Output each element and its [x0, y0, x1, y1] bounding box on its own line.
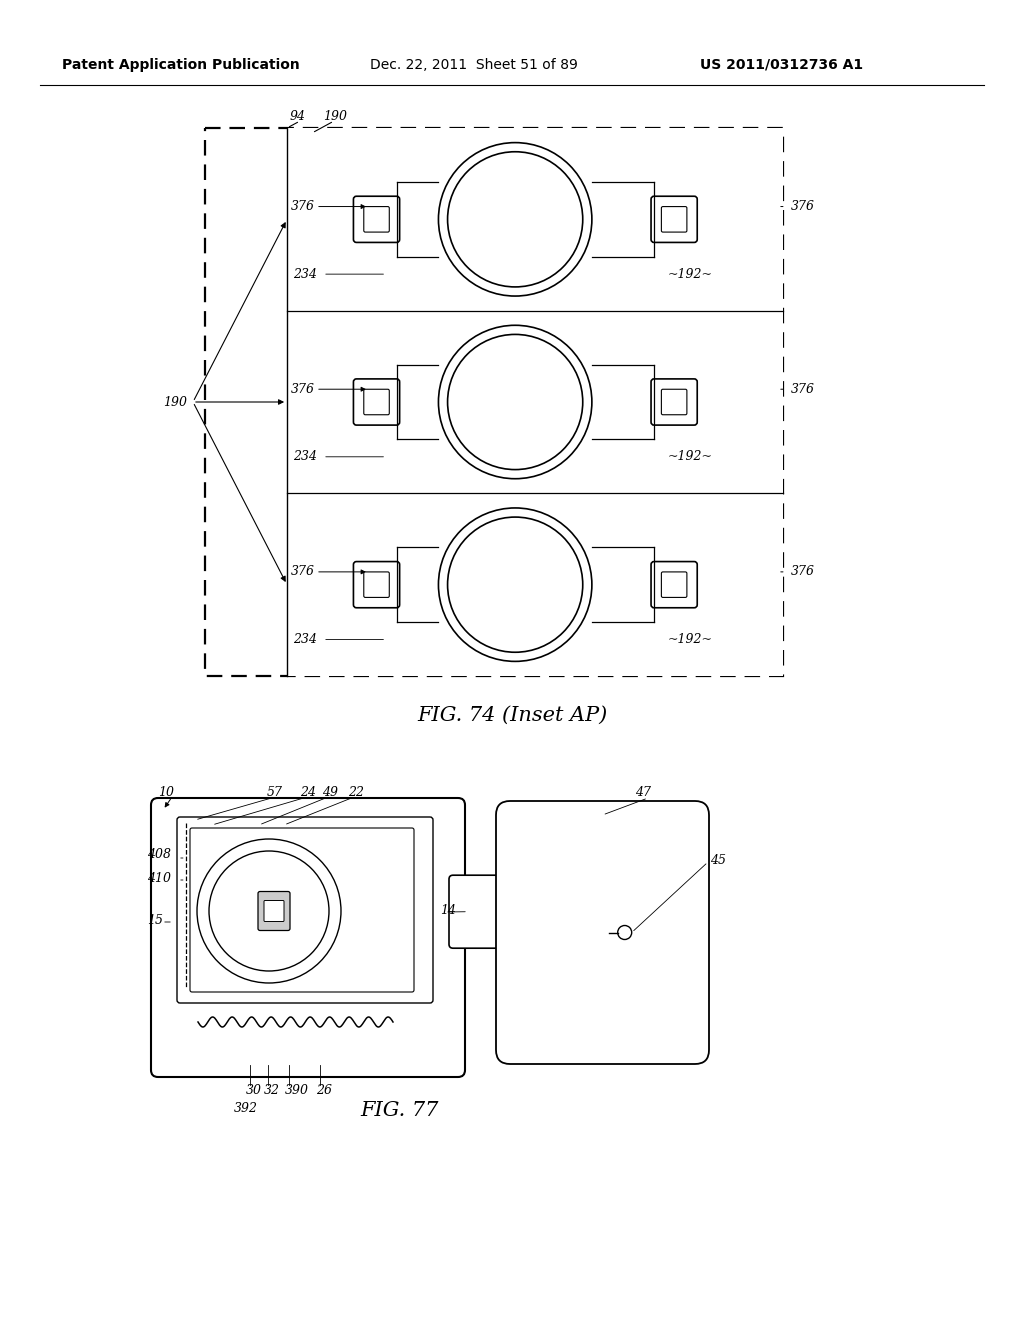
FancyBboxPatch shape: [364, 572, 389, 598]
FancyBboxPatch shape: [258, 891, 290, 931]
FancyBboxPatch shape: [662, 572, 687, 598]
Bar: [287, 310, 783, 494]
Text: Dec. 22, 2011  Sheet 51 of 89: Dec. 22, 2011 Sheet 51 of 89: [370, 58, 578, 73]
Circle shape: [438, 325, 592, 479]
Text: ~193~: ~193~: [493, 396, 538, 408]
Circle shape: [438, 143, 592, 296]
Bar: [205, 128, 783, 676]
Text: 22: 22: [348, 785, 364, 799]
FancyBboxPatch shape: [651, 197, 697, 243]
FancyBboxPatch shape: [364, 389, 389, 414]
Text: 32: 32: [264, 1084, 280, 1097]
FancyBboxPatch shape: [353, 561, 399, 607]
Text: 376: 376: [791, 383, 815, 396]
Text: 390: 390: [285, 1084, 309, 1097]
Text: Patent Application Publication: Patent Application Publication: [62, 58, 300, 73]
FancyBboxPatch shape: [662, 207, 687, 232]
Text: 376: 376: [291, 201, 315, 213]
Text: 376: 376: [291, 565, 315, 578]
FancyBboxPatch shape: [177, 817, 433, 1003]
Circle shape: [197, 840, 341, 983]
FancyBboxPatch shape: [151, 799, 465, 1077]
Text: 14: 14: [440, 903, 456, 916]
Text: 410: 410: [147, 871, 171, 884]
Circle shape: [447, 517, 583, 652]
Text: ~193~: ~193~: [493, 213, 538, 226]
FancyBboxPatch shape: [662, 389, 687, 414]
FancyBboxPatch shape: [651, 561, 697, 607]
Text: 57: 57: [267, 785, 283, 799]
Text: 234: 234: [293, 450, 317, 463]
Circle shape: [447, 152, 583, 286]
FancyBboxPatch shape: [264, 900, 284, 921]
Circle shape: [617, 925, 632, 940]
Text: 392: 392: [234, 1101, 258, 1114]
Text: ~192~: ~192~: [668, 268, 713, 281]
Text: FIG. 74 (Inset AP): FIG. 74 (Inset AP): [417, 705, 607, 725]
Text: 376: 376: [291, 383, 315, 396]
FancyBboxPatch shape: [449, 875, 499, 948]
FancyBboxPatch shape: [190, 828, 414, 993]
Text: 190: 190: [323, 110, 347, 123]
Circle shape: [438, 508, 592, 661]
Text: 376: 376: [791, 565, 815, 578]
Text: 24: 24: [300, 785, 316, 799]
FancyBboxPatch shape: [353, 197, 399, 243]
Text: 26: 26: [316, 1084, 332, 1097]
Text: 15: 15: [147, 913, 163, 927]
FancyBboxPatch shape: [651, 379, 697, 425]
Text: US 2011/0312736 A1: US 2011/0312736 A1: [700, 58, 863, 73]
FancyBboxPatch shape: [496, 801, 709, 1064]
Text: FIG. 77: FIG. 77: [360, 1101, 439, 1119]
Text: ~192~: ~192~: [668, 450, 713, 463]
Circle shape: [447, 334, 583, 470]
Text: ~192~: ~192~: [668, 634, 713, 645]
Bar: [287, 494, 783, 676]
Text: 376: 376: [791, 201, 815, 213]
Text: 49: 49: [322, 785, 338, 799]
Text: 190: 190: [163, 396, 187, 408]
Bar: [287, 128, 783, 310]
Text: 47: 47: [635, 787, 651, 800]
Text: 234: 234: [293, 634, 317, 645]
Text: ~193~: ~193~: [493, 578, 538, 591]
FancyBboxPatch shape: [353, 379, 399, 425]
Text: 10: 10: [158, 787, 174, 800]
Circle shape: [209, 851, 329, 972]
Text: 234: 234: [293, 268, 317, 281]
Text: 408: 408: [147, 849, 171, 862]
Text: 45: 45: [710, 854, 726, 866]
Text: 30: 30: [246, 1084, 262, 1097]
FancyBboxPatch shape: [364, 207, 389, 232]
Text: 94: 94: [290, 110, 306, 123]
